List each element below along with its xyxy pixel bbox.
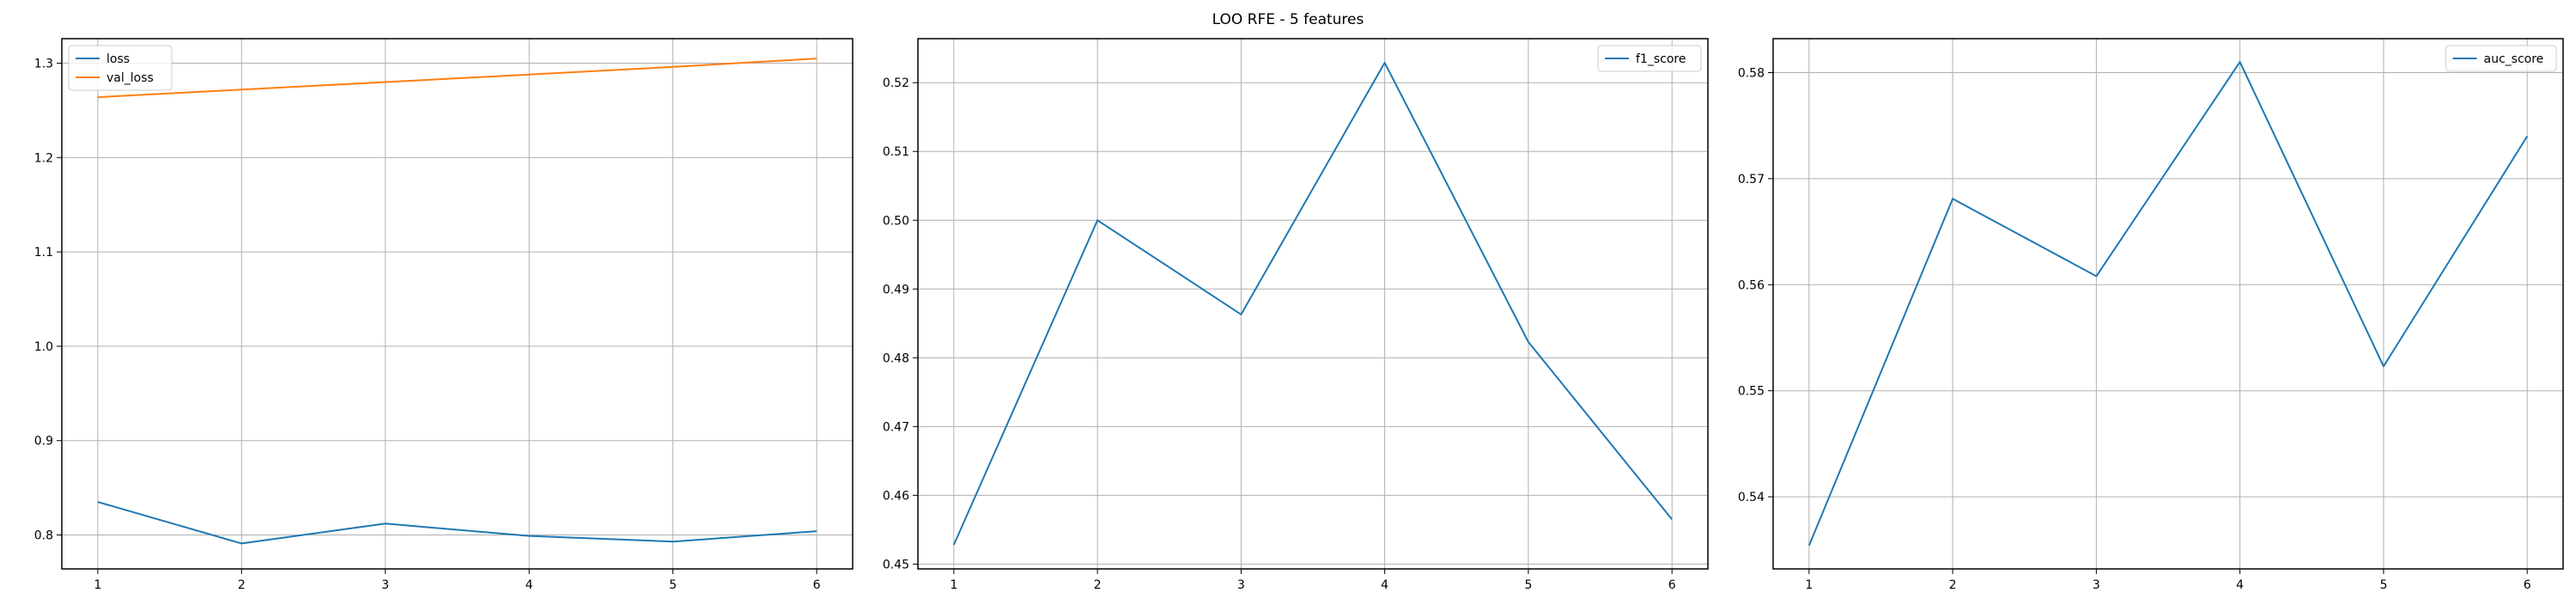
y-tick-label: 0.52 bbox=[883, 76, 909, 90]
legend-box bbox=[2445, 45, 2557, 72]
x-tick-label: 3 bbox=[2093, 578, 2100, 592]
x-tick-label: 1 bbox=[94, 578, 101, 592]
y-tick-label: 0.8 bbox=[34, 529, 53, 542]
legend-label: loss bbox=[106, 52, 130, 66]
y-tick-label: 0.55 bbox=[1738, 385, 1765, 399]
legend: f1_score bbox=[1597, 45, 1702, 72]
figure-title: LOO RFE - 5 features bbox=[1212, 11, 1364, 28]
x-tick-label: 6 bbox=[1668, 578, 1676, 592]
y-tick-label: 0.54 bbox=[1738, 491, 1765, 504]
y-tick-label: 0.9 bbox=[34, 435, 53, 449]
y-tick-label: 0.57 bbox=[1738, 173, 1765, 186]
legend-box bbox=[1597, 45, 1702, 72]
y-tick-label: 0.51 bbox=[883, 145, 909, 159]
series-line-val-loss bbox=[97, 58, 817, 99]
axes-frame bbox=[917, 38, 1709, 570]
series-line-loss bbox=[97, 501, 817, 545]
y-tick-label: 0.58 bbox=[1738, 66, 1765, 80]
x-tick-label: 3 bbox=[1237, 578, 1245, 592]
axes-frame bbox=[61, 38, 854, 570]
x-tick-label: 5 bbox=[669, 578, 677, 592]
x-tick-label: 1 bbox=[1805, 578, 1813, 592]
x-tick-label: 5 bbox=[1524, 578, 1532, 592]
y-tick-label: 1.0 bbox=[34, 340, 53, 354]
y-tick-label: 0.47 bbox=[883, 420, 909, 434]
y-tick-label: 1.2 bbox=[34, 151, 53, 165]
x-tick-label: 6 bbox=[2524, 578, 2531, 592]
y-tick-label: 1.1 bbox=[34, 246, 53, 260]
x-tick-label: 1 bbox=[950, 578, 957, 592]
legend: auc_score bbox=[2445, 45, 2557, 72]
x-tick-label: 5 bbox=[2379, 578, 2387, 592]
auc-score-panel: 1 2 3 4 5 6 0.54 0.55 0.56 0.57 0.58 auc_score bbox=[1738, 38, 2564, 592]
legend-box bbox=[68, 45, 173, 91]
y-tick-label: 0.46 bbox=[883, 489, 909, 503]
series-line-f1-score bbox=[952, 62, 1673, 546]
legend-label: val_loss bbox=[106, 71, 154, 85]
x-tick-label: 2 bbox=[1094, 578, 1102, 592]
y-tick-label: 0.50 bbox=[883, 214, 909, 228]
legend-label: f1_score bbox=[1636, 52, 1686, 66]
loss-panel: 1 2 3 4 5 6 0.8 0.9 1.0 1.1 1.2 1.3 loss val_loss bbox=[34, 38, 854, 592]
y-tick-label: 0.45 bbox=[883, 558, 909, 571]
x-tick-label: 4 bbox=[1381, 578, 1388, 592]
y-tick-label: 0.56 bbox=[1738, 278, 1765, 292]
x-tick-label: 6 bbox=[813, 578, 821, 592]
y-tick-label: 1.3 bbox=[34, 58, 53, 71]
legend-label: auc_score bbox=[2484, 52, 2544, 66]
x-tick-label: 2 bbox=[238, 578, 246, 592]
axes-frame bbox=[1772, 38, 2564, 570]
series-line-auc-score bbox=[1807, 61, 2529, 547]
x-tick-label: 4 bbox=[2236, 578, 2244, 592]
f1-score-panel: 1 2 3 4 5 6 0.45 0.46 0.47 0.48 0.49 0.50 0.51 0.52 f1… bbox=[883, 38, 1709, 592]
x-tick-label: 4 bbox=[526, 578, 533, 592]
y-tick-label: 0.49 bbox=[883, 283, 909, 296]
x-tick-label: 3 bbox=[381, 578, 389, 592]
legend: loss val_loss bbox=[68, 45, 173, 91]
y-tick-label: 0.48 bbox=[883, 351, 909, 365]
x-tick-label: 2 bbox=[1949, 578, 1957, 592]
